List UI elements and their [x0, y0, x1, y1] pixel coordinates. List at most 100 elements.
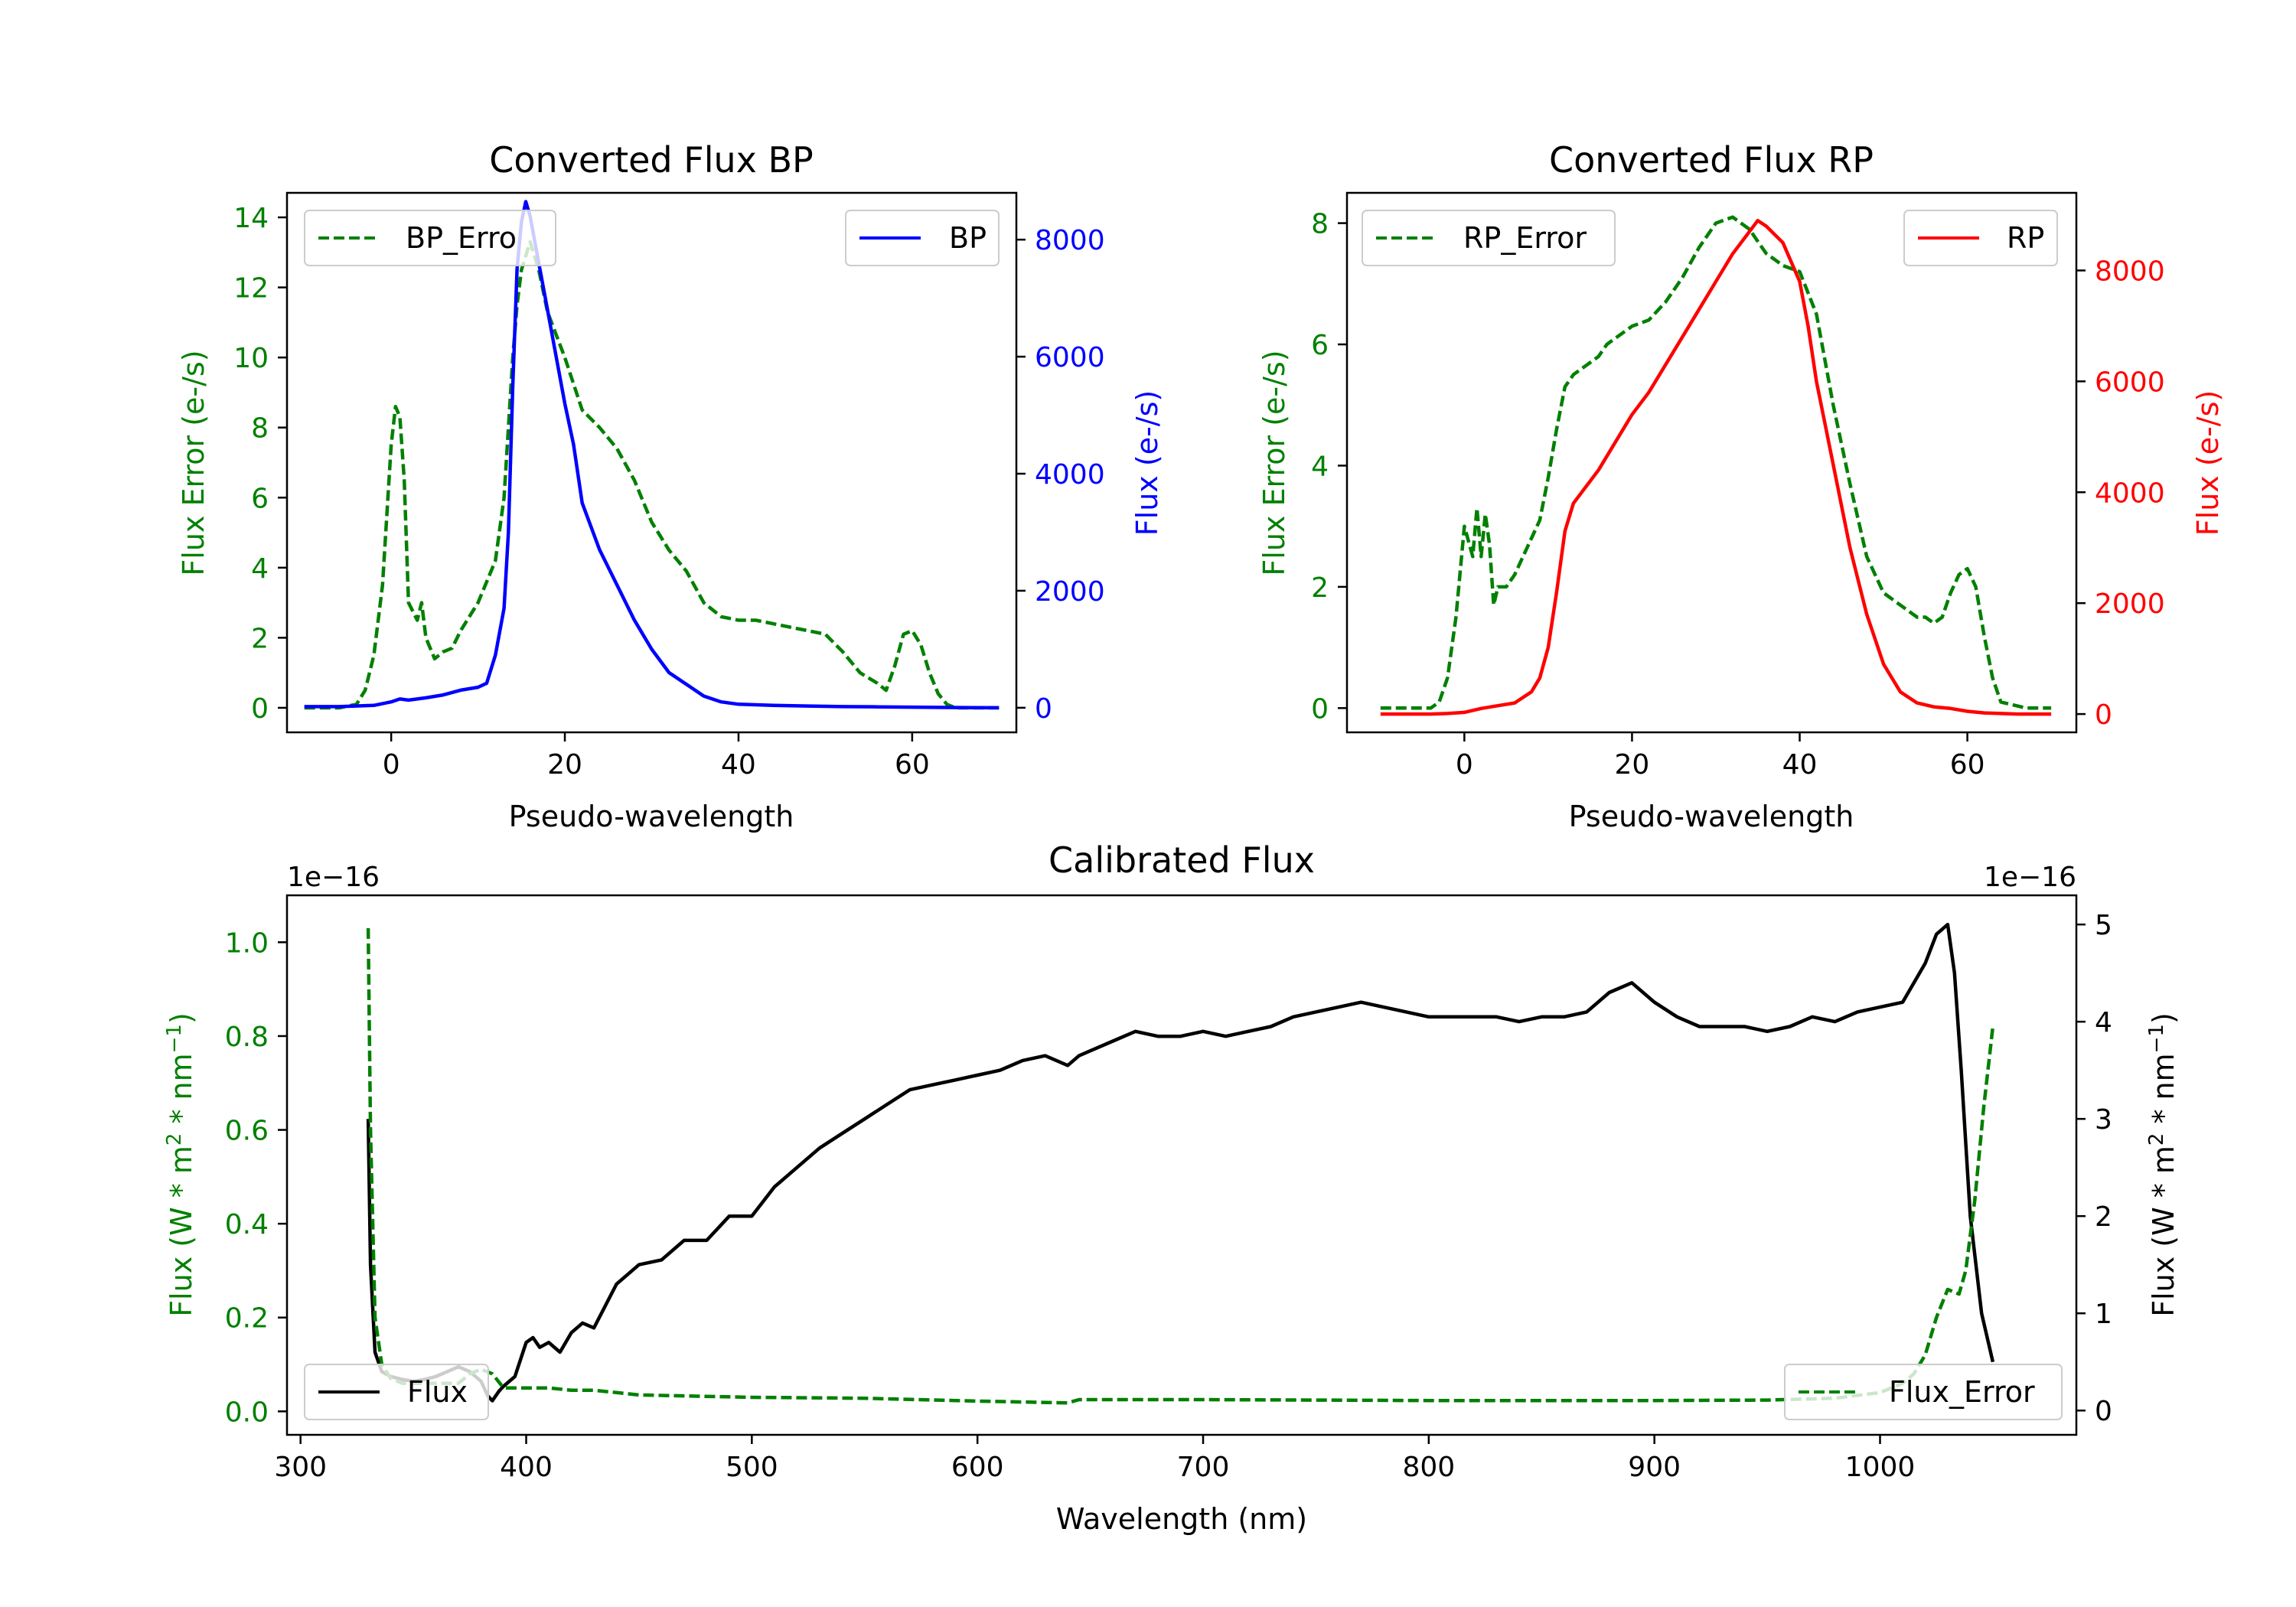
bp-legend-flux-box — [845, 210, 1000, 266]
rp-xtick-label: 40 — [1782, 749, 1818, 781]
rp-ytick-left-label: 4 — [1311, 451, 1329, 482]
bp-ytick-left-label: 8 — [251, 413, 269, 445]
bp-legend-flux: BP — [845, 210, 1000, 266]
bp-error-line — [304, 240, 1000, 710]
rp-xtick-label: 60 — [1950, 749, 1985, 781]
bp-xtick-label: 0 — [383, 749, 400, 781]
rp-series-layer — [1380, 215, 2052, 716]
rp-ytick-left-label: 0 — [1311, 693, 1329, 725]
cal-ytick-left-label: 0.4 — [225, 1209, 269, 1240]
bp-ylabel-right: Flux (e-/s) — [1130, 390, 1164, 536]
panel-bp: Converted Flux BP 0 20 40 60 0 2 4 6 8 10 12 14 0 200… — [177, 139, 1164, 833]
cal-flux-error-line — [366, 927, 1995, 1405]
bp-legend-flux-label: BP — [949, 221, 987, 255]
cal-legend-error-label: Flux_Error — [1889, 1375, 2035, 1409]
bp-xlabel: Pseudo-wavelength — [509, 800, 794, 833]
bp-ytick-left-label: 12 — [233, 273, 269, 305]
rp-legend-flux-label: RP — [2007, 221, 2044, 255]
bp-axes-frame — [285, 191, 1018, 734]
bp-ytick-left-label: 6 — [251, 483, 269, 514]
cal-ylabel-left: Flux (W * m2 * nm−1) — [163, 1012, 198, 1317]
rp-ytick-left-label: 6 — [1311, 330, 1329, 361]
cal-ytick-right-label: 4 — [2095, 1007, 2112, 1038]
rp-legend-error: RP_Error — [1362, 210, 1616, 266]
cal-ytick-left-label: 0.6 — [225, 1116, 269, 1147]
rp-legend-flux-box — [1903, 210, 2058, 266]
panel-rp: Converted Flux RP 0 20 40 60 0 2 4 6 8 0 2000 4000 6… — [1257, 139, 2225, 833]
cal-ytick-right-label: 5 — [2095, 910, 2112, 941]
bp-ytick-left-label: 10 — [233, 343, 269, 374]
bp-ylabel-left: Flux Error (e-/s) — [177, 350, 210, 575]
cal-series-layer — [366, 922, 1995, 1405]
rp-ytick-right-label: 8000 — [2095, 256, 2165, 287]
cal-xtick-label: 900 — [1628, 1452, 1681, 1483]
rp-ylabel-right: Flux (e-/s) — [2191, 390, 2225, 536]
rp-legend-flux: RP — [1903, 210, 2058, 266]
cal-ticks-layer: 300 400 500 600 700 800 900 1000 0.0 0.2 0.4 0.6 0.8… — [225, 910, 2112, 1483]
cal-ytick-right-label: 3 — [2095, 1104, 2112, 1136]
rp-title: Converted Flux RP — [1549, 139, 1874, 181]
cal-axes-frame — [285, 894, 2078, 1436]
cal-xtick-label: 300 — [274, 1452, 327, 1483]
rp-xlabel: Pseudo-wavelength — [1569, 800, 1854, 833]
bp-ytick-right-label: 6000 — [1035, 342, 1105, 373]
bp-ytick-left-label: 4 — [251, 553, 269, 585]
bp-ytick-right-label: 4000 — [1035, 459, 1105, 491]
cal-flux-line — [366, 922, 1995, 1403]
bp-xtick-label: 60 — [895, 749, 930, 781]
cal-xtick-label: 400 — [500, 1452, 553, 1483]
cal-ytick-left-label: 0.0 — [225, 1397, 269, 1428]
bp-ytick-left-label: 0 — [251, 693, 269, 725]
bp-ytick-right-label: 2000 — [1035, 576, 1105, 608]
panel-calibrated: Calibrated Flux 1e−16 1e−16 300 400 500 600… — [163, 839, 2180, 1536]
cal-legend-flux-box — [304, 1364, 489, 1420]
rp-ytick-left-label: 8 — [1311, 209, 1329, 240]
bp-ticks-layer: 0 20 40 60 0 2 4 6 8 10 12 14 0 2000 4000 6000 8000 — [233, 203, 1104, 781]
bp-legend-error-label: BP_Erro — [406, 221, 517, 255]
rp-legend-error-label: RP_Error — [1463, 221, 1587, 255]
cal-ytick-right-label: 1 — [2095, 1299, 2112, 1330]
cal-title: Calibrated Flux — [1049, 839, 1315, 881]
cal-legend-error: Flux_Error — [1784, 1364, 2063, 1420]
cal-xtick-label: 600 — [951, 1452, 1004, 1483]
rp-ylabel-left: Flux Error (e-/s) — [1257, 350, 1291, 575]
rp-ytick-right-label: 4000 — [2095, 478, 2165, 509]
bp-xtick-label: 20 — [547, 749, 582, 781]
cal-xtick-label: 800 — [1402, 1452, 1455, 1483]
rp-legend-error-box — [1362, 210, 1616, 266]
rp-axes-frame — [1345, 191, 2078, 734]
cal-ytick-right-label: 0 — [2095, 1396, 2112, 1427]
cal-ytick-left-label: 1.0 — [225, 927, 269, 959]
cal-ytick-left-label: 0.2 — [225, 1303, 269, 1335]
bp-legend-error-box — [304, 210, 556, 266]
bp-ytick-right-label: 8000 — [1035, 225, 1105, 256]
rp-error-line — [1380, 215, 2052, 710]
bp-legend-error: BP_Erro — [304, 210, 556, 266]
cal-xtick-label: 500 — [726, 1452, 778, 1483]
bp-flux-line — [304, 200, 1000, 710]
bp-ytick-left-label: 2 — [251, 623, 269, 654]
cal-legend-flux-label: Flux — [407, 1375, 468, 1409]
cal-xtick-label: 1000 — [1845, 1452, 1916, 1483]
rp-ytick-right-label: 0 — [2095, 699, 2112, 731]
rp-flux-line — [1380, 218, 2052, 716]
cal-legend-flux: Flux — [304, 1364, 489, 1420]
rp-ytick-right-label: 6000 — [2095, 367, 2165, 398]
cal-ytick-left-label: 0.8 — [225, 1022, 269, 1053]
cal-ytick-right-label: 2 — [2095, 1201, 2112, 1233]
rp-ticks-layer: 0 20 40 60 0 2 4 6 8 0 2000 4000 6000 8000 — [1311, 209, 2165, 781]
cal-xlabel: Wavelength (nm) — [1056, 1502, 1307, 1536]
rp-xtick-label: 0 — [1456, 749, 1473, 781]
rp-xtick-label: 20 — [1615, 749, 1650, 781]
cal-offset-left: 1e−16 — [287, 862, 380, 893]
cal-ylabel-right: Flux (W * m2 * nm−1) — [2145, 1012, 2180, 1317]
rp-ytick-left-label: 2 — [1311, 572, 1329, 604]
cal-offset-right: 1e−16 — [1984, 862, 2076, 893]
bp-series-layer — [304, 200, 1000, 710]
cal-xtick-label: 700 — [1177, 1452, 1230, 1483]
bp-ytick-right-label: 0 — [1035, 693, 1052, 725]
bp-title: Converted Flux BP — [489, 139, 814, 181]
bp-xtick-label: 40 — [721, 749, 756, 781]
rp-ytick-right-label: 2000 — [2095, 588, 2165, 620]
